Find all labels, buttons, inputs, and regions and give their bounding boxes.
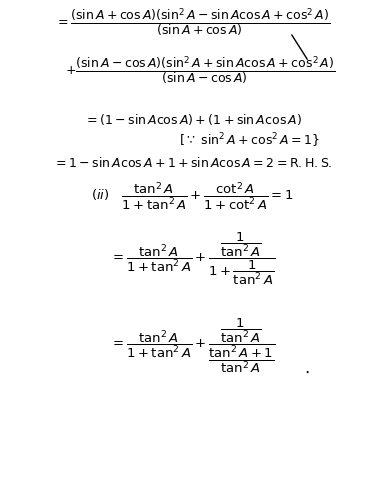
Text: $=\dfrac{\tan^2 A}{1+\tan^2 A}+\dfrac{\dfrac{1}{\tan^2 A}}{1+\dfrac{1}{\tan^2 A}: $=\dfrac{\tan^2 A}{1+\tan^2 A}+\dfrac{\d… [110, 230, 275, 287]
Text: $\cdot$: $\cdot$ [305, 363, 310, 381]
Text: $=1-\sin A\cos A+1+\sin A\cos A=2=\mathrm{R.H.S.}$: $=1-\sin A\cos A+1+\sin A\cos A=2=\mathr… [53, 155, 332, 169]
Text: $=(1-\sin A\cos A)+(1+\sin A\cos A)$: $=(1-\sin A\cos A)+(1+\sin A\cos A)$ [84, 112, 301, 127]
Text: $=\dfrac{\tan^2 A}{1+\tan^2 A}+\dfrac{\dfrac{1}{\tan^2 A}}{\dfrac{\tan^2 A+1}{\t: $=\dfrac{\tan^2 A}{1+\tan^2 A}+\dfrac{\d… [110, 316, 275, 375]
Text: $[\because\ \sin^2 A+\cos^2 A=1\}$: $[\because\ \sin^2 A+\cos^2 A=1\}$ [179, 132, 320, 150]
Text: $+\dfrac{(\sin A-\cos A)(\sin^2 A+\sin A\cos A+\cos^2 A)}{(\sin A-\cos A)}$: $+\dfrac{(\sin A-\cos A)(\sin^2 A+\sin A… [65, 55, 335, 88]
Text: $=\dfrac{(\sin A+\cos A)(\sin^2 A-\sin A\cos A+\cos^2 A)}{(\sin A+\cos A)}$: $=\dfrac{(\sin A+\cos A)(\sin^2 A-\sin A… [55, 7, 330, 39]
Text: $(ii)\quad\dfrac{\tan^2 A}{1+\tan^2 A}+\dfrac{\cot^2 A}{1+\cot^2 A}=1$: $(ii)\quad\dfrac{\tan^2 A}{1+\tan^2 A}+\… [91, 181, 294, 212]
